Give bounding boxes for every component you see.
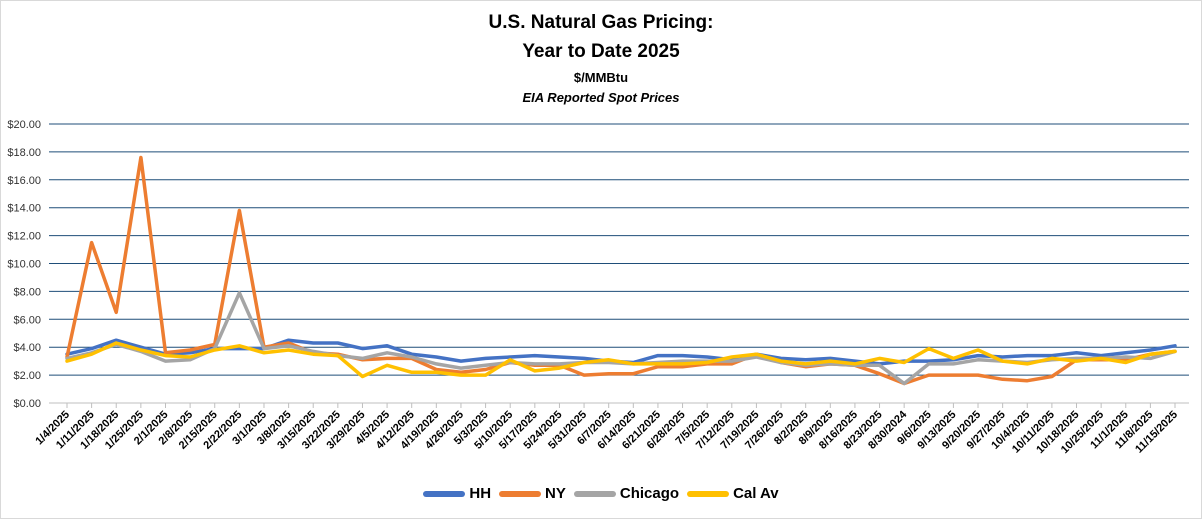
y-tick-label: $2.00 [13, 370, 41, 382]
y-tick-label: $6.00 [13, 314, 41, 326]
legend-label: Cal Av [733, 484, 779, 502]
chart-units: $/MMBtu [573, 70, 629, 85]
y-axis: $0.00 $2.00 $4.00 $6.00 $8.00 $10.00 $12.00 $14… [7, 119, 41, 410]
chart-title-line2: Year to Date 2025 [522, 41, 680, 62]
legend-swatch [423, 490, 466, 497]
y-tick-label: $10.00 [7, 259, 41, 271]
series-lines [65, 155, 1177, 386]
x-axis: 1/4/20251/11/20251/18/20251/25/20252/1/2… [33, 403, 1180, 456]
legend-swatch [573, 490, 616, 497]
y-tick-label: $14.00 [7, 203, 41, 215]
legend-label: NY [545, 484, 566, 502]
legend-item: Chicago [573, 484, 680, 502]
legend-item: Cal Av [687, 485, 779, 502]
legend-swatch [499, 490, 542, 497]
legend-label: HH [469, 484, 492, 502]
series-line-ny [65, 155, 1177, 386]
chart-subtitle: EIA Reported Spot Prices [522, 90, 680, 105]
y-tick-label: $8.00 [13, 286, 41, 298]
y-tick-label: $18.00 [7, 147, 41, 159]
legend-label: Chicago [619, 484, 680, 502]
chart-title: U.S. Natural Gas Pricing: [488, 12, 714, 33]
y-tick-label: $12.00 [7, 231, 41, 243]
y-tick-label: $20.00 [7, 119, 41, 131]
y-tick-label: $0.00 [13, 398, 41, 410]
legend-swatch [687, 490, 730, 497]
y-tick-label: $16.00 [7, 175, 41, 187]
y-tick-label: $4.00 [13, 342, 41, 354]
legend-item: NY [499, 485, 566, 502]
legend-item: HH [423, 485, 491, 502]
series-line-chicago [65, 291, 1177, 386]
legend: HH NY Chicago Cal Av [0, 484, 1202, 502]
series-line-cal-av [65, 341, 1177, 379]
